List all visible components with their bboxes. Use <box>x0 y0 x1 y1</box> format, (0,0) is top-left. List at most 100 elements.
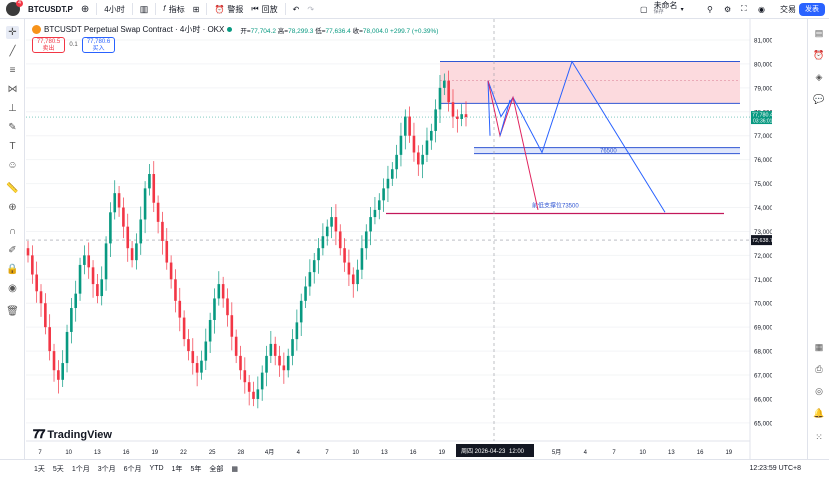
calendar-icon[interactable]: ▦ <box>814 342 824 352</box>
candle-body <box>369 217 372 232</box>
crosshair-icon[interactable]: ✛ <box>6 26 19 39</box>
candle-body <box>260 372 264 390</box>
trash-icon[interactable]: 🗑 <box>6 306 19 317</box>
interval-button[interactable]: 4小时 <box>100 0 128 19</box>
range-ytd[interactable]: YTD <box>149 465 164 472</box>
candle-body <box>191 351 195 364</box>
layouts-button[interactable]: ⊞ <box>189 0 204 19</box>
range-all[interactable]: 全部 <box>209 465 224 473</box>
alert-clock-icon: ⏰ <box>214 4 225 14</box>
fib-icon[interactable]: ≡ <box>9 65 16 76</box>
sell-price: 77,780.5 <box>36 39 61 45</box>
settings-button[interactable]: ⚙ <box>720 0 735 19</box>
lock-drawing-icon[interactable]: ✐ <box>8 245 17 256</box>
candle-body <box>130 248 134 261</box>
emoji-icon[interactable]: ☺ <box>7 160 18 171</box>
candle-body <box>44 303 47 328</box>
layout-status: 保存 <box>653 9 664 15</box>
ruler-icon[interactable]: 📏 <box>6 183 19 194</box>
pattern-icon[interactable]: ⋈ <box>7 84 18 95</box>
price-chart[interactable]: 81,000.080,000.079,000.078,000.077,000.0… <box>26 19 772 459</box>
zoom-icon[interactable]: ⊕ <box>8 202 17 213</box>
magnet-icon[interactable]: ∩ <box>8 226 17 237</box>
watchlist-icon[interactable]: ▤ <box>814 28 824 38</box>
candle-body <box>208 319 212 342</box>
fullscreen-button[interactable]: ⛶ <box>737 0 751 19</box>
alert-clock-icon[interactable]: ⏰ <box>813 50 825 60</box>
time-tick-label: 22 <box>180 450 187 456</box>
layers-icon[interactable]: ◈ <box>815 72 823 82</box>
replay-button[interactable]: ⏮ 回放 <box>247 0 281 19</box>
broadcast-icon[interactable]: ◎ <box>815 386 823 396</box>
chat-icon[interactable]: 💬 <box>813 94 825 104</box>
range-1y[interactable]: 1年 <box>171 465 183 473</box>
candle-body <box>78 264 82 294</box>
text-icon[interactable]: T <box>9 141 16 152</box>
symbol-search[interactable]: BTCUSDT.P <box>24 0 77 19</box>
divider <box>96 3 98 15</box>
range-6m[interactable]: 6个月 <box>123 465 142 473</box>
candle-body <box>91 267 95 285</box>
layout-name: 未命名 <box>653 1 678 10</box>
candle-body <box>57 370 60 380</box>
candle-body <box>152 174 156 203</box>
range-3m[interactable]: 3个月 <box>97 465 116 473</box>
range-5d[interactable]: 5天 <box>52 465 64 473</box>
apps-icon[interactable]: ⁙ <box>815 432 823 442</box>
notification-icon[interactable]: 🔔 <box>813 408 825 418</box>
undo-button[interactable]: ↶ <box>289 0 304 19</box>
candle-body <box>451 102 455 117</box>
candles-icon: ▥ <box>139 3 149 14</box>
candle-body <box>299 300 303 323</box>
candle-body <box>395 154 398 170</box>
layout-select[interactable]: ▢ 未命名 保存 ▾ <box>636 0 688 19</box>
candle-body <box>421 154 424 165</box>
chart-type-button[interactable]: ▥ <box>136 0 153 19</box>
buy-button[interactable]: 77,780.6 买入 <box>82 37 115 53</box>
indicators-button[interactable]: 𝑓 指标 <box>159 0 189 19</box>
redo-button[interactable]: ↷ <box>303 0 318 19</box>
alert-button[interactable]: ⏰ 警报 <box>210 0 247 19</box>
candle-body <box>325 226 329 237</box>
candle-body <box>282 365 286 371</box>
candle-body <box>330 217 333 227</box>
brush-icon[interactable]: ⊥ <box>8 103 17 114</box>
candle-body <box>321 236 325 249</box>
tradingview-logo[interactable]: 𝟕𝟕 TradingView <box>33 427 112 442</box>
chevron-down-icon: ▾ <box>680 6 684 13</box>
candle-body <box>351 274 355 285</box>
quick-trade: 77,780.5 卖出 0.1 77,780.6 买入 <box>32 37 115 53</box>
range-1m[interactable]: 1个月 <box>71 465 90 473</box>
range-1d[interactable]: 1天 <box>34 465 45 473</box>
sell-button[interactable]: 77,780.5 卖出 <box>32 37 65 53</box>
price-tick-label: 74,000.0 <box>754 205 772 212</box>
candle-body <box>412 135 416 153</box>
add-symbol-button[interactable]: ⊕ <box>80 3 90 15</box>
crosshair-time-tag <box>456 444 534 457</box>
candle-body <box>204 341 208 361</box>
candle-body <box>425 140 429 155</box>
candle-body <box>226 298 229 316</box>
candle-body <box>256 389 260 399</box>
high-value: 78,299.3 <box>288 27 314 35</box>
eye-icon[interactable]: ◉ <box>8 283 17 294</box>
current-price-tag <box>751 111 772 125</box>
time-tick-label: 25 <box>209 450 216 456</box>
brush-icon[interactable]: ✎ <box>8 122 17 133</box>
candle-body <box>286 355 290 371</box>
snapshot-button[interactable]: ◉ <box>754 0 769 19</box>
price-tick-label: 67,000.0 <box>754 373 772 380</box>
utc-clock[interactable]: 12:23:59 UTC+8 <box>749 465 801 472</box>
date-range-icon[interactable]: ▦ <box>231 465 238 473</box>
candle-body <box>165 241 169 263</box>
trade-button[interactable]: 交易 <box>776 0 800 19</box>
publish-button[interactable]: 发表 <box>799 3 825 16</box>
range-5y[interactable]: 5年 <box>190 465 202 473</box>
candle-body <box>48 327 51 352</box>
candle-body <box>178 300 182 318</box>
lock-icon[interactable]: 🔒 <box>6 264 19 275</box>
news-icon[interactable]: ⎙ <box>815 364 823 374</box>
trend-line-icon[interactable]: ╱ <box>9 46 16 57</box>
search-button[interactable]: ⚲ <box>703 0 717 19</box>
avatar[interactable]: 4 <box>6 0 23 16</box>
